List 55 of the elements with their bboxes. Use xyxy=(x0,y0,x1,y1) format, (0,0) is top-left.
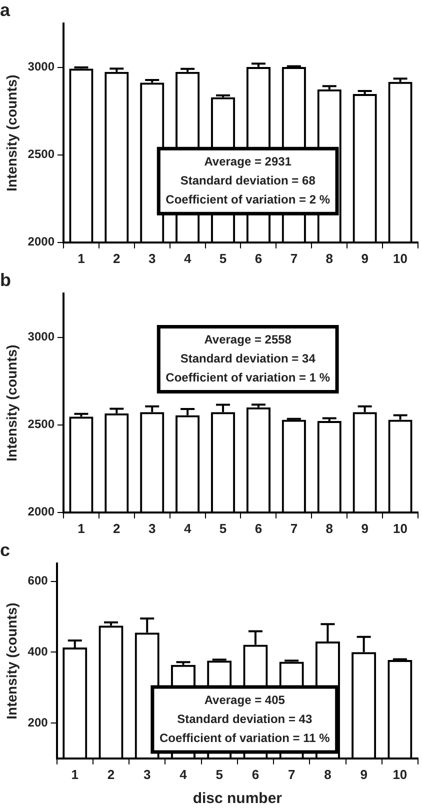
x-tick-label: 3 xyxy=(148,250,156,266)
x-tick-label: 10 xyxy=(392,766,408,782)
x-tick-label: 1 xyxy=(71,766,78,782)
x-tick-label: 4 xyxy=(184,250,192,266)
x-tick-label: 4 xyxy=(180,766,188,782)
x-tick-label: 7 xyxy=(290,250,298,266)
y-axis-title: Intensity (counts) xyxy=(3,74,20,192)
x-tick-label: 10 xyxy=(393,520,408,536)
annotation: Average = 2931 xyxy=(204,154,292,168)
x-tick-label: 10 xyxy=(393,250,408,266)
y-tick-label: 2500 xyxy=(28,417,55,432)
annotation: Coefficient of variation = 2 % xyxy=(166,192,330,206)
y-tick-label: 3000 xyxy=(28,60,55,74)
x-tick-label: 2 xyxy=(113,520,120,536)
x-tick-label: 8 xyxy=(326,520,333,536)
x-tick-label: 3 xyxy=(148,520,156,536)
chart-title: b xyxy=(0,270,11,290)
x-tick-label: 2 xyxy=(107,766,115,782)
annotation: Coefficient of variation = 11 % xyxy=(159,730,330,745)
x-tick-label: 1 xyxy=(78,520,85,536)
y-tick-label: 600 xyxy=(28,574,48,588)
annotation: Standard deviation = 68 xyxy=(180,173,316,188)
y-tick-label: 2000 xyxy=(28,504,55,519)
y-tick-label: 2000 xyxy=(28,234,55,249)
x-tick-label: 3 xyxy=(144,766,151,782)
x-tick-label: 5 xyxy=(219,250,227,266)
annotation: Standard deviation = 34 xyxy=(180,352,316,366)
x-tick-label: 8 xyxy=(324,766,332,782)
y-axis-title: Intensity (counts) xyxy=(3,344,20,462)
chart-title: a xyxy=(0,0,11,20)
chart-title: c xyxy=(0,540,10,560)
y-axis-title: Intensity (counts) xyxy=(3,602,20,720)
x-tick-label: 1 xyxy=(78,250,85,266)
y-tick-label: 3000 xyxy=(28,330,55,344)
annotation: Average = 405 xyxy=(204,692,286,707)
x-tick-label: 5 xyxy=(216,766,223,782)
annotation: Coefficient of variation = 1 % xyxy=(166,370,330,385)
x-tick-label: 9 xyxy=(361,520,368,536)
y-tick-label: 400 xyxy=(28,644,48,658)
y-tick-label: 2500 xyxy=(28,147,55,162)
annotation: Standard deviation = 43 xyxy=(177,712,312,726)
x-tick-label: 9 xyxy=(360,766,368,782)
x-axis-title: disc number xyxy=(192,790,282,808)
annotation: Average = 2558 xyxy=(204,332,292,347)
x-tick-label: 6 xyxy=(252,766,260,782)
y-tick-label: 200 xyxy=(28,715,48,730)
x-tick-label: 8 xyxy=(326,250,333,266)
x-tick-label: 2 xyxy=(113,250,120,266)
x-tick-label: 9 xyxy=(361,250,368,266)
x-tick-label: 6 xyxy=(254,250,262,266)
x-tick-label: 7 xyxy=(290,520,298,536)
x-tick-label: 7 xyxy=(288,766,296,782)
x-tick-label: 4 xyxy=(184,520,192,536)
x-tick-label: 5 xyxy=(219,520,227,536)
x-tick-label: 6 xyxy=(254,520,262,536)
